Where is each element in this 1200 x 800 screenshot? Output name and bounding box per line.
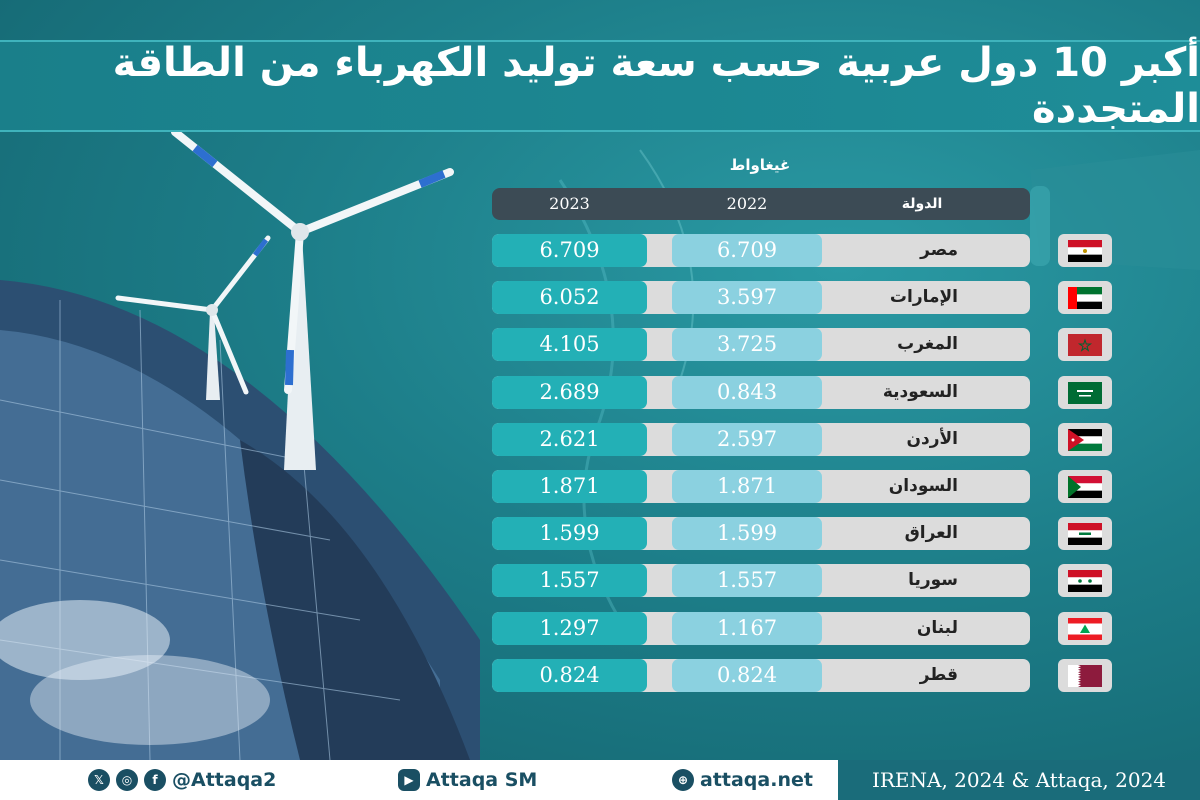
youtube-channel: Attaqa SM (426, 769, 538, 791)
value-2023: 1.599 (492, 517, 647, 550)
table-row: 1.599 1.599 العراق (492, 517, 1030, 550)
value-2022: 1.557 (672, 564, 822, 597)
globe-icon: ⊕ (672, 769, 694, 791)
table-row: 2.689 0.843 السعودية (492, 376, 1030, 409)
facebook-icon[interactable]: f (144, 769, 166, 791)
table-row: 1.871 1.871 السودان (492, 470, 1030, 503)
value-2023: 2.621 (492, 423, 647, 456)
table-row: 1.557 1.557 سوريا (492, 564, 1030, 597)
value-2022: 0.843 (672, 376, 822, 409)
lebanon-flag-icon (1058, 612, 1112, 645)
social-links: 𝕏 ◎ f @Attaqa2 (88, 760, 276, 800)
website-url: attaqa.net (700, 769, 813, 791)
table-row: 6.709 6.709 مصر (492, 234, 1030, 267)
instagram-icon[interactable]: ◎ (116, 769, 138, 791)
header-country: الدولة (901, 196, 943, 212)
background-illustration (0, 128, 1200, 760)
value-2022: 3.725 (672, 328, 822, 361)
youtube-link[interactable]: ▶ Attaqa SM (398, 760, 537, 800)
value-2022: 1.167 (672, 612, 822, 645)
value-2023: 4.105 (492, 328, 647, 361)
table-row: 2.621 2.597 الأردن (492, 423, 1030, 456)
country-name: سوريا (908, 570, 958, 590)
value-2022: 0.824 (672, 659, 822, 692)
country-name: مصر (920, 240, 958, 260)
page-title: أكبر 10 دول عربية حسب سعة توليد الكهرباء… (112, 40, 1200, 132)
website-link[interactable]: ⊕ attaqa.net (672, 760, 813, 800)
value-2023: 2.689 (492, 376, 647, 409)
country-name: العراق (904, 523, 958, 543)
table-row: 1.297 1.167 لبنان (492, 612, 1030, 645)
title-banner: أكبر 10 دول عربية حسب سعة توليد الكهرباء… (0, 40, 1200, 132)
morocco-flag-icon (1058, 328, 1112, 361)
source-text: IRENA, 2024 & Attaqa, 2024 (871, 768, 1167, 792)
footer: 𝕏 ◎ f @Attaqa2 ▶ Attaqa SM ⊕ attaqa.net … (0, 760, 1200, 800)
qatar-flag-icon (1058, 659, 1112, 692)
header-2023: 2023 (549, 194, 590, 213)
youtube-icon: ▶ (398, 769, 420, 791)
value-2022: 2.597 (672, 423, 822, 456)
header-2022: 2022 (726, 194, 768, 213)
value-2023: 1.557 (492, 564, 647, 597)
country-name: الأردن (906, 429, 958, 449)
value-2022: 1.871 (672, 470, 822, 503)
source-note: IRENA, 2024 & Attaqa, 2024 (838, 760, 1200, 800)
country-name: قطر (919, 665, 958, 685)
country-name: السعودية (882, 382, 958, 402)
unit-label: غيغاواط (729, 156, 791, 174)
country-name: المغرب (897, 334, 958, 354)
sudan-flag-icon (1058, 470, 1112, 503)
table-header: الدولة 2022 2023 (492, 188, 1030, 220)
value-2022: 3.597 (672, 281, 822, 314)
country-name: السودان (888, 476, 958, 496)
country-name: لبنان (916, 618, 958, 638)
table-row: 4.105 3.725 المغرب (492, 328, 1030, 361)
value-2023: 0.824 (492, 659, 647, 692)
syria-flag-icon (1058, 564, 1112, 597)
social-handle[interactable]: @Attaqa2 (172, 769, 277, 791)
table-row: 6.052 3.597 الإمارات (492, 281, 1030, 314)
egypt-flag-icon (1058, 234, 1112, 267)
iraq-flag-icon (1058, 517, 1112, 550)
saudi-flag-icon (1058, 376, 1112, 409)
table-row: 0.824 0.824 قطر (492, 659, 1030, 692)
x-twitter-icon[interactable]: 𝕏 (88, 769, 110, 791)
value-2022: 6.709 (672, 234, 822, 267)
value-2023: 1.297 (492, 612, 647, 645)
value-2022: 1.599 (672, 517, 822, 550)
uae-flag-icon (1058, 281, 1112, 314)
value-2023: 6.052 (492, 281, 647, 314)
value-2023: 1.871 (492, 470, 647, 503)
jordan-flag-icon (1058, 423, 1112, 456)
value-2023: 6.709 (492, 234, 647, 267)
country-name: الإمارات (889, 287, 958, 307)
